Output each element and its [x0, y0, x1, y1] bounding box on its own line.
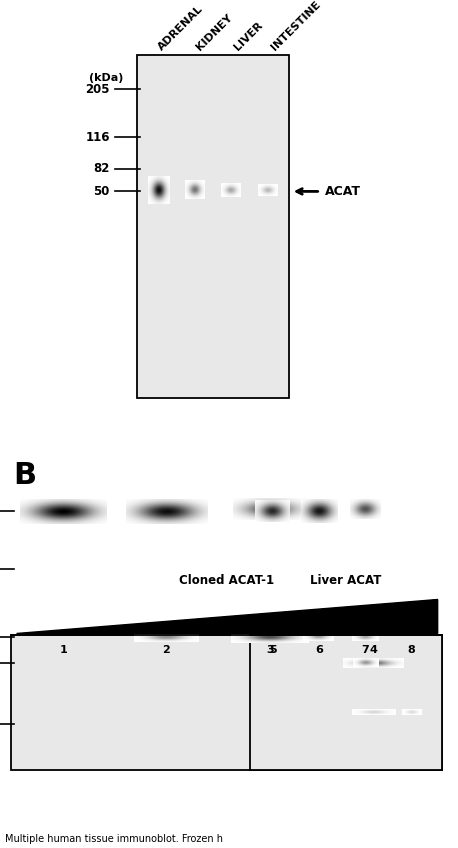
Text: 205: 205	[86, 83, 110, 96]
Bar	[137, 55, 289, 399]
Text: INTESTINE: INTESTINE	[270, 0, 323, 53]
Text: 7: 7	[361, 644, 369, 655]
Text: Multiple human tissue immunoblot. Frozen h: Multiple human tissue immunoblot. Frozen…	[5, 834, 223, 844]
Polygon shape	[254, 599, 437, 633]
Text: Cloned ACAT-1: Cloned ACAT-1	[179, 574, 274, 587]
Text: 6: 6	[315, 644, 323, 655]
Polygon shape	[16, 599, 437, 633]
Text: 3: 3	[266, 644, 273, 655]
Text: Liver ACAT: Liver ACAT	[310, 574, 382, 587]
Text: 2: 2	[163, 644, 170, 655]
Text: B: B	[14, 461, 37, 490]
Text: KIDNEY: KIDNEY	[194, 13, 234, 53]
Text: LIVER: LIVER	[232, 20, 264, 53]
Text: 82: 82	[93, 162, 110, 175]
Text: 50: 50	[93, 185, 110, 198]
Text: (kDa): (kDa)	[89, 73, 124, 83]
Text: 4: 4	[369, 644, 377, 655]
Text: 1: 1	[59, 644, 67, 655]
Text: ADRENAL: ADRENAL	[156, 4, 205, 53]
Text: ACAT: ACAT	[325, 185, 361, 198]
Text: 5: 5	[269, 644, 277, 655]
Bar	[11, 635, 442, 770]
Text: 116: 116	[86, 131, 110, 144]
Text: 8: 8	[407, 644, 415, 655]
Bar	[250, 635, 442, 770]
